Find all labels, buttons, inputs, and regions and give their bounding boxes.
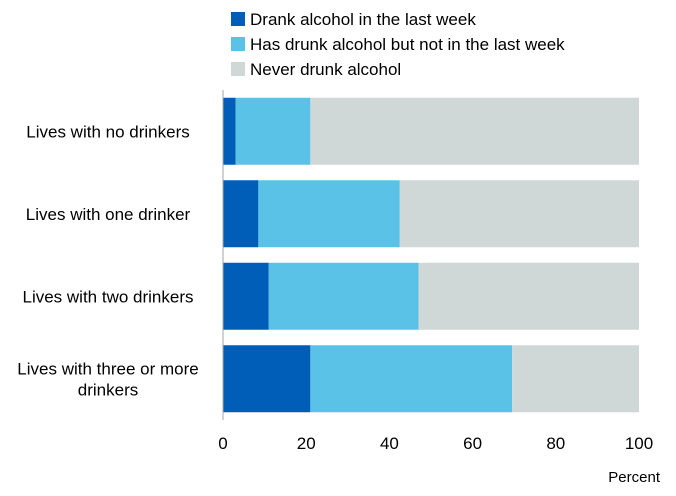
bar-segment [418,262,639,330]
bar-segment [268,262,419,330]
legend-label: Never drunk alcohol [250,60,401,79]
category-label: Lives with three or more drinkers [17,359,198,399]
y-axis: Lives with no drinkers Lives with one dri… [17,90,224,420]
bar-segment [258,180,400,248]
category-label: Lives with two drinkers [22,287,193,306]
category-label: Lives with no drinkers [26,122,189,141]
legend-swatch [231,62,245,76]
legend-swatch [231,37,245,51]
bar-segment [223,180,259,248]
x-tick-label: 100 [625,434,653,453]
bars [223,97,639,413]
x-tick-label: 40 [380,434,399,453]
bar-segment [223,97,236,165]
category-label: Lives with one drinker [26,205,191,224]
bar-segment [399,180,639,248]
bar-segment [223,262,269,330]
legend-label: Drank alcohol in the last week [250,10,476,29]
legend: Drank alcohol in the last week Has drunk … [231,10,565,79]
x-tick-label: 80 [546,434,565,453]
x-axis: 0 20 40 60 80 100 [218,434,653,453]
bar-segment [310,345,513,413]
x-tick-label: 0 [218,434,227,453]
bar-segment [512,345,639,413]
bar-segment [223,345,311,413]
bar-segment [310,97,639,165]
legend-swatch [231,12,245,26]
x-axis-title: Percent [608,469,661,486]
x-tick-label: 60 [463,434,482,453]
x-tick-label: 20 [297,434,316,453]
legend-label: Has drunk alcohol but not in the last we… [250,35,565,54]
bar-segment [235,97,311,165]
